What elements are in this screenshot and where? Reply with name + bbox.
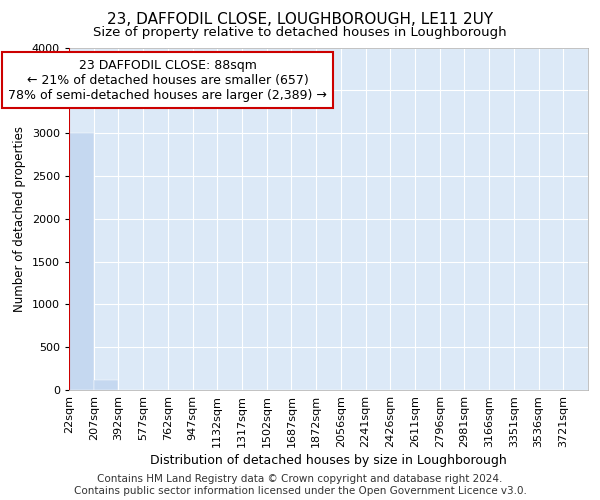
Text: Contains HM Land Registry data © Crown copyright and database right 2024.
Contai: Contains HM Land Registry data © Crown c… <box>74 474 526 496</box>
Text: 23 DAFFODIL CLOSE: 88sqm
← 21% of detached houses are smaller (657)
78% of semi-: 23 DAFFODIL CLOSE: 88sqm ← 21% of detach… <box>8 58 327 102</box>
Y-axis label: Number of detached properties: Number of detached properties <box>13 126 26 312</box>
Text: 23, DAFFODIL CLOSE, LOUGHBOROUGH, LE11 2UY: 23, DAFFODIL CLOSE, LOUGHBOROUGH, LE11 2… <box>107 12 493 28</box>
Bar <box>69 133 94 390</box>
X-axis label: Distribution of detached houses by size in Loughborough: Distribution of detached houses by size … <box>150 454 507 467</box>
Bar <box>94 380 118 390</box>
Text: Size of property relative to detached houses in Loughborough: Size of property relative to detached ho… <box>93 26 507 39</box>
